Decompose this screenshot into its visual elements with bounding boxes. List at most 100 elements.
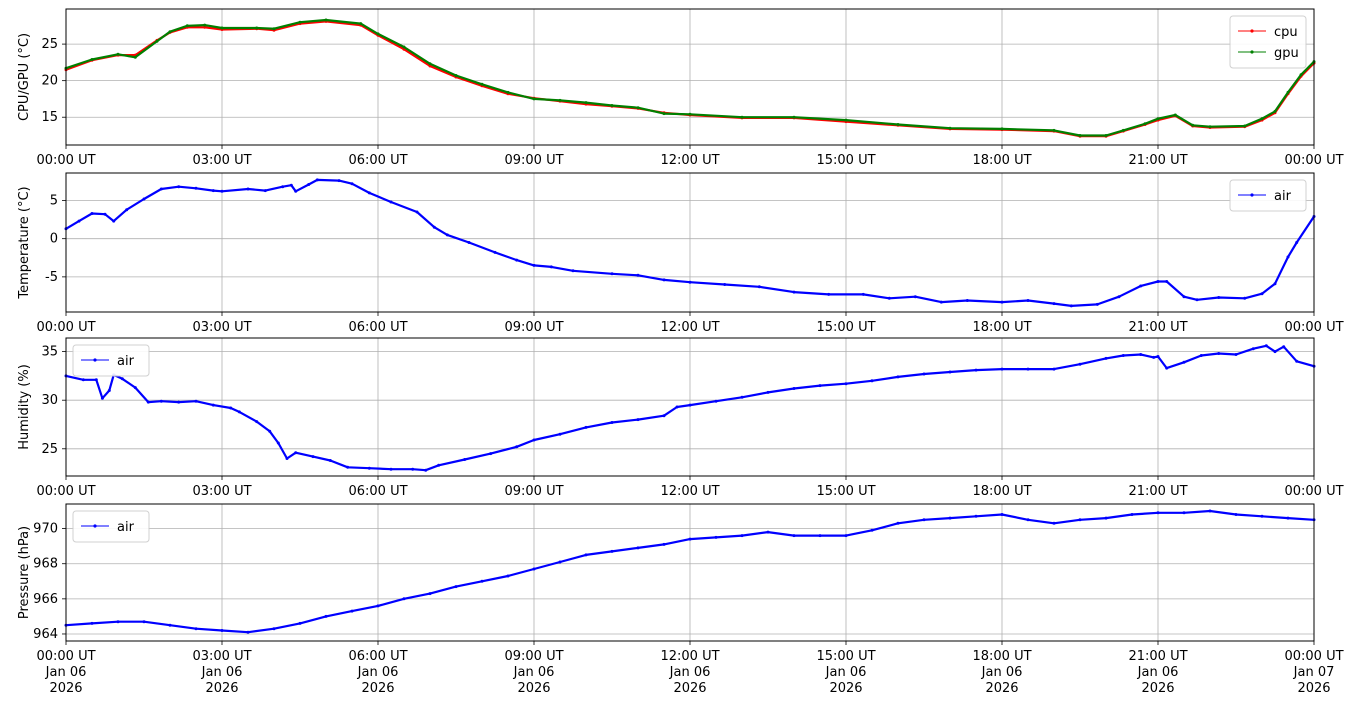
data-point-air bbox=[558, 432, 562, 436]
legend-label: air bbox=[117, 520, 135, 535]
data-point-air bbox=[584, 553, 588, 557]
data-point-air bbox=[346, 465, 350, 469]
series-air bbox=[64, 509, 1316, 634]
legend: cpu gpu bbox=[1229, 15, 1307, 69]
data-point-air bbox=[480, 579, 484, 583]
data-point-air bbox=[437, 463, 441, 467]
x-date-label: Jan 06 bbox=[45, 665, 87, 680]
data-point-gpu bbox=[1000, 127, 1004, 131]
data-point-gpu bbox=[155, 39, 159, 43]
data-point-air bbox=[337, 179, 341, 183]
data-point-air bbox=[237, 410, 241, 414]
data-point-air bbox=[688, 280, 692, 284]
series-air bbox=[64, 178, 1316, 308]
legend: air bbox=[1229, 179, 1307, 212]
data-point-air bbox=[1026, 299, 1030, 302]
data-point-air bbox=[757, 285, 761, 289]
x-date-label: Jan 06 bbox=[513, 665, 555, 680]
data-point-air bbox=[389, 200, 393, 204]
x-tick-label: 12:00 UT bbox=[660, 320, 719, 335]
x-tick-label: 12:00 UT bbox=[660, 649, 719, 664]
data-point-air bbox=[549, 265, 553, 269]
x-tick-label: 21:00 UT bbox=[1128, 484, 1187, 499]
data-point-air bbox=[376, 604, 380, 608]
data-point-gpu bbox=[1052, 128, 1056, 132]
data-point-air bbox=[532, 263, 536, 267]
data-point-gpu bbox=[376, 32, 380, 36]
data-point-air bbox=[844, 534, 848, 538]
data-point-air bbox=[100, 396, 104, 400]
data-point-air bbox=[792, 290, 796, 294]
data-point-air bbox=[948, 516, 952, 520]
data-point-gpu bbox=[168, 30, 172, 34]
data-point-air bbox=[389, 467, 393, 471]
data-point-air bbox=[350, 182, 354, 186]
legend-label: air bbox=[1274, 189, 1292, 204]
data-point-air bbox=[922, 518, 926, 522]
legend-swatch-marker bbox=[1250, 193, 1254, 197]
data-point-air bbox=[1152, 355, 1156, 359]
y-axis-label: Humidity (%) bbox=[17, 364, 32, 450]
x-tick-label: 15:00 UT bbox=[816, 649, 875, 664]
data-point-air bbox=[1165, 366, 1169, 370]
data-point-air bbox=[411, 467, 415, 471]
data-point-air bbox=[168, 623, 172, 627]
data-point-air bbox=[610, 272, 614, 276]
data-point-air bbox=[211, 189, 215, 193]
x-date-label: Jan 06 bbox=[1137, 665, 1179, 680]
x-tick-label: 09:00 UT bbox=[504, 649, 563, 664]
data-point-air bbox=[870, 379, 874, 383]
data-point-air bbox=[688, 537, 692, 541]
data-point-air bbox=[740, 534, 744, 538]
x-tick-label: 00:00 UT bbox=[1284, 153, 1343, 168]
data-point-air bbox=[116, 620, 120, 624]
data-point-air bbox=[662, 278, 666, 282]
data-point-air bbox=[662, 542, 666, 546]
data-point-air bbox=[272, 627, 276, 631]
x-year-label: 2026 bbox=[829, 681, 862, 696]
data-point-air bbox=[367, 466, 371, 470]
data-point-air bbox=[229, 406, 233, 410]
data-point-gpu bbox=[792, 115, 796, 119]
data-point-gpu bbox=[1104, 134, 1108, 137]
x-tick-label: 03:00 UT bbox=[192, 649, 251, 664]
x-tick-label: 06:00 UT bbox=[348, 320, 407, 335]
data-point-air bbox=[1195, 298, 1199, 302]
x-date-label: Jan 06 bbox=[357, 665, 399, 680]
data-point-air bbox=[792, 387, 796, 390]
data-point-air bbox=[428, 592, 432, 596]
y-tick-label: 25 bbox=[41, 442, 58, 457]
data-point-air bbox=[90, 621, 94, 625]
data-point-air bbox=[792, 534, 796, 538]
data-point-air bbox=[844, 382, 848, 386]
data-point-air bbox=[159, 399, 163, 403]
y-tick-label: 964 bbox=[33, 627, 58, 642]
data-point-air bbox=[432, 225, 436, 229]
data-point-air bbox=[276, 441, 280, 445]
data-point-air bbox=[94, 378, 98, 382]
x-tick-label: 03:00 UT bbox=[192, 153, 251, 168]
data-point-air bbox=[77, 219, 81, 223]
x-tick-label: 00:00 UT bbox=[36, 320, 95, 335]
y-tick-label: 968 bbox=[33, 557, 58, 572]
data-point-air bbox=[107, 389, 111, 392]
x-date-label: Jan 06 bbox=[201, 665, 243, 680]
y-axis-label: Pressure (hPa) bbox=[17, 526, 32, 619]
data-point-air bbox=[211, 403, 215, 407]
data-point-air bbox=[965, 299, 969, 302]
data-point-air bbox=[740, 395, 744, 399]
legend-swatch-marker bbox=[93, 524, 97, 528]
data-point-air bbox=[177, 185, 181, 189]
data-point-air bbox=[515, 445, 519, 449]
data-point-gpu bbox=[359, 22, 363, 26]
x-tick-label: 06:00 UT bbox=[348, 153, 407, 168]
data-point-air bbox=[255, 420, 259, 424]
data-point-air bbox=[112, 219, 116, 223]
data-point-air bbox=[974, 514, 978, 518]
data-point-air bbox=[1234, 353, 1238, 356]
data-point-air bbox=[861, 292, 865, 296]
data-point-air bbox=[246, 630, 250, 634]
data-point-air bbox=[1130, 513, 1134, 516]
data-point-air bbox=[146, 400, 150, 404]
